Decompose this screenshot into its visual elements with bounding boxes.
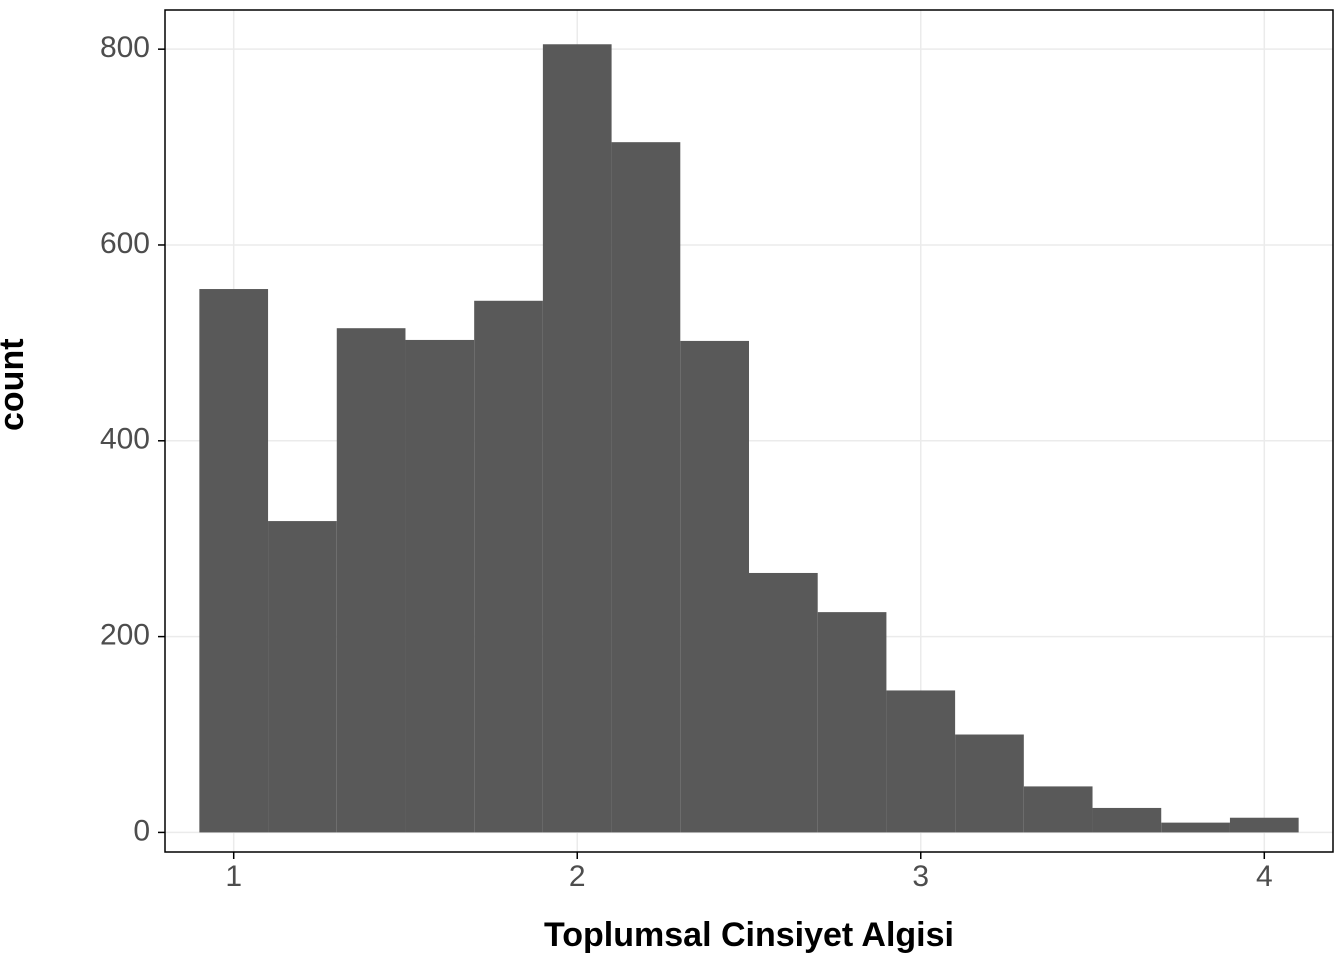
x-tick-label: 4 [1256,860,1273,893]
histogram-chart: 0 200 400 600 800 1 2 3 4 count Toplumsal Cinsiy… [0,0,1344,960]
plot-svg: 0 200 400 600 800 1 2 3 4 [0,0,1344,960]
y-tick-label: 0 [133,814,150,847]
histogram-bar [612,142,681,832]
histogram-bar [1230,818,1299,833]
y-tick-label: 800 [100,31,150,64]
histogram-bar [199,289,268,832]
histogram-bar [1161,823,1230,833]
y-tick-label: 600 [100,227,150,260]
histogram-bar [955,735,1024,833]
histogram-bar [1093,808,1162,832]
x-tick-label: 3 [912,860,929,893]
histogram-bar [543,44,612,832]
histogram-bar [749,573,818,832]
y-axis-label: count [0,338,32,431]
histogram-bar [818,612,887,832]
histogram-bar [474,301,543,833]
histogram-bar [337,328,406,832]
histogram-bar [1024,786,1093,832]
x-tick-label: 2 [569,860,586,893]
histogram-bar [886,690,955,832]
histogram-bar [405,340,474,832]
x-tick-label: 1 [225,860,242,893]
histogram-bar [268,521,337,832]
histogram-bar [680,341,749,832]
y-tick-label: 400 [100,423,150,456]
y-tick-label: 200 [100,619,150,652]
x-axis-label: Toplumsal Cinsiyet Algisi [544,916,954,955]
